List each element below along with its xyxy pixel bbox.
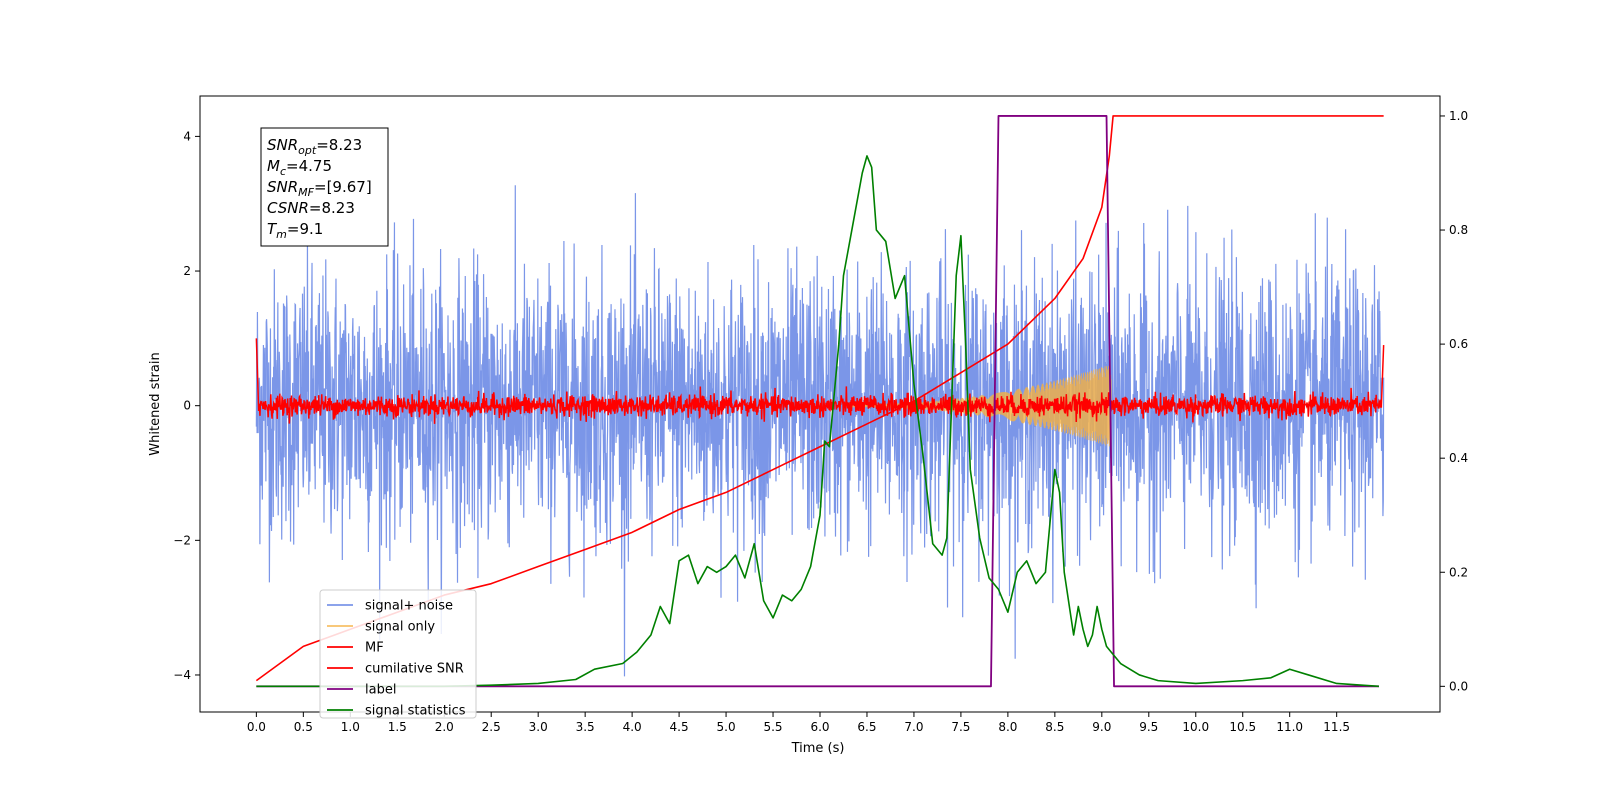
x-tick-label: 4.5: [670, 720, 689, 734]
x-tick-label: 4.0: [623, 720, 642, 734]
legend: signal+ noise signal only MF cumilative SNR…: [319, 589, 477, 719]
annotation-line: CSNR=8.23: [267, 199, 355, 217]
x-tick-label: 0.0: [247, 720, 266, 734]
x-tick-label: 6.0: [810, 720, 829, 734]
legend-label: signal+ noise: [365, 599, 453, 614]
legend-label: MF: [365, 641, 384, 656]
x-tick-label: 1.0: [341, 720, 360, 734]
y2-tick-label: 0.6: [1449, 337, 1468, 351]
x-tick-label: 11.5: [1323, 720, 1350, 734]
x-tick-label: 5.5: [763, 720, 782, 734]
x-tick-label: 2.0: [435, 720, 454, 734]
y-tick-label: 0: [183, 399, 191, 413]
x-tick-label: 2.5: [482, 720, 501, 734]
x-tick-label: 0.5: [294, 720, 313, 734]
annotation-line: SNRMF=[9.67]: [267, 178, 372, 199]
y-tick-label: −4: [173, 668, 191, 682]
y2-tick-label: 1.0: [1449, 109, 1468, 123]
x-tick-label: 1.5: [388, 720, 407, 734]
y2-tick-label: 0.2: [1449, 565, 1468, 579]
x-axis: 0.0 0.5 1.0 1.5 2.0 2.5 3.0 3.5 4.0 4.5 5.0 5.5 6.0 6…: [247, 712, 1350, 734]
y2-tick-label: 0.4: [1449, 451, 1468, 465]
x-tick-label: 3.0: [529, 720, 548, 734]
y-tick-label: 4: [183, 129, 191, 143]
y2-tick-label: 0.0: [1449, 679, 1468, 693]
annotation-line: Mc=4.75: [267, 157, 332, 178]
y2-tick-label: 0.8: [1449, 223, 1468, 237]
annotation-line: Tm=9.1: [267, 220, 323, 241]
legend-label: cumilative SNR: [365, 662, 464, 677]
x-tick-label: 3.5: [576, 720, 595, 734]
y-axis-left: −4 −2 0 2 4: [173, 129, 200, 682]
legend-label: label: [365, 683, 396, 698]
x-tick-label: 10.0: [1182, 720, 1209, 734]
x-tick-label: 11.0: [1276, 720, 1303, 734]
series-signal-statistics: [256, 155, 1379, 688]
x-tick-label: 9.0: [1092, 720, 1111, 734]
x-tick-label: 5.0: [717, 720, 736, 734]
series-mf: [255, 338, 1385, 424]
legend-label: signal statistics: [365, 704, 466, 719]
y-tick-label: −2: [173, 533, 191, 547]
x-tick-label: 6.5: [857, 720, 876, 734]
x-axis-label: Time (s): [791, 741, 845, 756]
y-axis-label: Whitened strain: [148, 352, 163, 455]
y-axis-right: 0.0 0.2 0.4 0.6 0.8 1.0: [1440, 109, 1468, 693]
series-label: [256, 115, 1379, 688]
x-tick-label: 7.0: [904, 720, 923, 734]
y-tick-label: 2: [183, 264, 191, 278]
x-tick-label: 7.5: [951, 720, 970, 734]
x-tick-label: 9.5: [1139, 720, 1158, 734]
x-tick-label: 10.5: [1229, 720, 1256, 734]
x-tick-label: 8.5: [1045, 720, 1064, 734]
series-signal-noise: [255, 185, 1385, 677]
legend-label: signal only: [365, 620, 435, 635]
x-tick-label: 8.0: [998, 720, 1017, 734]
annotation-line: SNRopt=8.23: [267, 136, 362, 157]
